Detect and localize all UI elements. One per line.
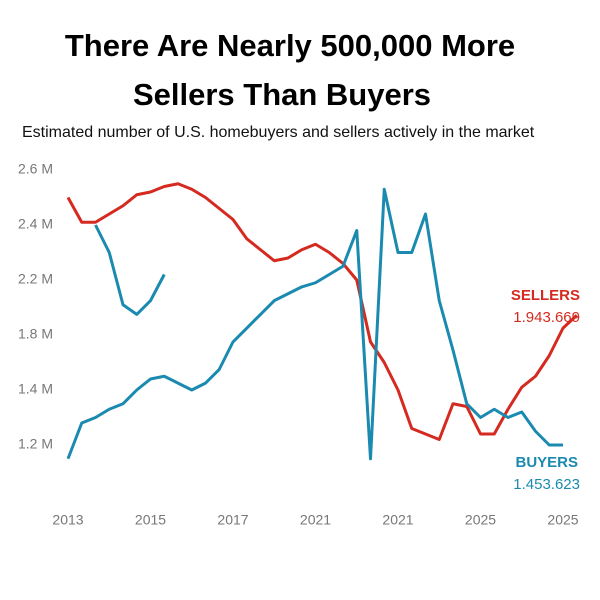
annotation: BUYERS (515, 454, 578, 471)
chart-title: Sellers Than Buyers (133, 77, 431, 112)
x-tick-label: 2021 (382, 512, 413, 528)
series-line (66, 182, 578, 441)
x-tick-label: 2021 (300, 512, 331, 528)
x-tick-label: 2013 (52, 512, 83, 528)
y-tick-label: 2.4 M (18, 216, 53, 232)
chart-subtitle: Estimated number of U.S. homebuyers and … (22, 124, 535, 141)
annotation: SELLERS (511, 287, 580, 304)
series-line (94, 224, 166, 316)
y-tick-label: 2.2 M (18, 271, 53, 287)
x-tick-label: 2025 (465, 512, 496, 528)
annotation: 1.943.669 (513, 309, 580, 326)
y-tick-label: 1.8 M (18, 326, 53, 342)
chart-title: There Are Nearly 500,000 More (65, 28, 515, 63)
y-tick-label: 1.4 M (18, 381, 53, 397)
y-tick-label: 1.2 M (18, 436, 53, 452)
annotation: 1.453.623 (513, 476, 580, 493)
x-tick-label: 2015 (135, 512, 166, 528)
series-line (66, 187, 563, 461)
y-tick-label: 2.6 M (18, 161, 53, 177)
x-tick-label: 2025 (547, 512, 578, 528)
x-tick-label: 2017 (217, 512, 248, 528)
